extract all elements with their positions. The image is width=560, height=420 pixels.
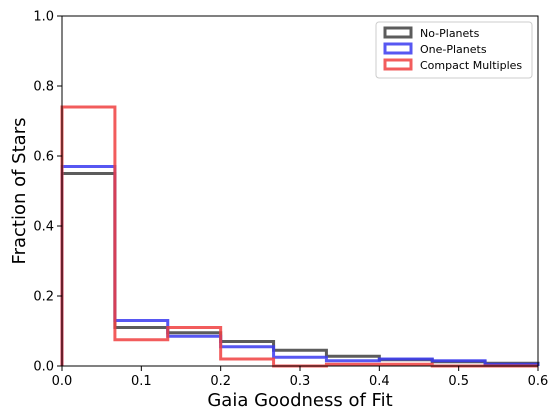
y-tick-label: 0.0 [33,360,54,375]
y-tick-label: 1.0 [33,10,54,25]
x-tick-label: 0.4 [369,374,390,389]
x-tick-label: 0.6 [528,374,549,389]
legend-label: One-Planets [420,43,487,56]
series-layer [60,105,540,368]
x-tick-label: 0.2 [210,374,231,389]
x-tick-label: 0.0 [52,374,73,389]
x-tick-label: 0.1 [131,374,152,389]
legend-swatch [383,58,413,71]
y-axis-label: Fraction of Stars [9,118,30,265]
series-no-planets [60,172,540,366]
legend-swatch [383,26,413,39]
x-tick-label: 0.5 [448,374,469,389]
x-tick-label: 0.3 [290,374,311,389]
series-one-planets [60,165,540,366]
legend-label: No-Planets [420,27,480,40]
y-tick-label: 0.6 [33,150,54,165]
legend: No-Planets One-Planets Compact Multiples [375,21,533,79]
y-tick-label: 0.8 [33,80,54,95]
legend-swatch [383,42,413,55]
legend-label: Compact Multiples [420,59,522,72]
y-tick-label: 0.2 [33,290,54,305]
x-axis-label: Gaia Goodness of Fit [207,390,392,411]
legend-frame [375,21,533,79]
y-tick-label: 0.4 [33,220,54,235]
x-axis-ticks: 0.0 0.1 0.2 0.3 0.4 0.5 0.6 [52,366,549,389]
series-compact-multiples [60,105,538,368]
y-axis-ticks: 0.0 0.2 0.4 0.6 0.8 1.0 [33,10,62,375]
